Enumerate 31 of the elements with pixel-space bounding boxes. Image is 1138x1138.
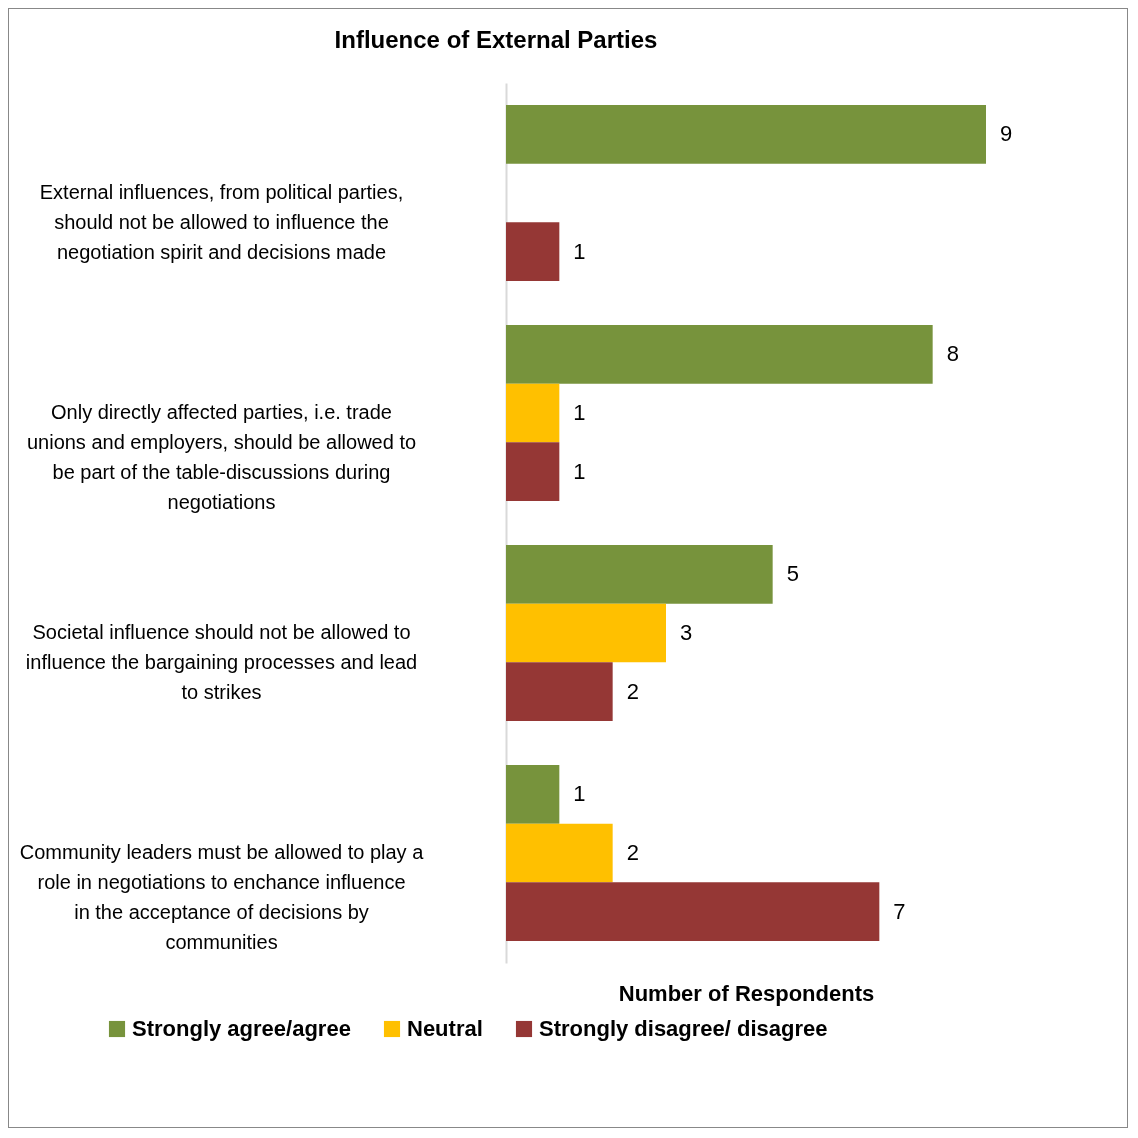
- bar: [506, 105, 986, 164]
- legend-label: Neutral: [407, 1016, 483, 1041]
- data-label: 1: [573, 458, 586, 484]
- bar: [506, 325, 933, 384]
- data-label: 2: [626, 678, 639, 704]
- y-tick-label: External influences, from political parties, should not be allowed to influence the negotiation spirit and decisions made: [39, 181, 404, 263]
- data-label: 9: [1000, 121, 1013, 147]
- bar: [506, 442, 560, 501]
- data-label: 1: [573, 238, 586, 264]
- y-tick-label: Societal influence should not be allowed to influence the bargaining processes and lead to strikes: [25, 621, 418, 703]
- bar: [506, 662, 613, 721]
- x-axis-title: Number of Respondents: [618, 980, 875, 1006]
- bar: [506, 545, 773, 604]
- legend-label: Strongly disagree/ disagree: [539, 1016, 828, 1041]
- data-label: 8: [946, 341, 959, 367]
- chart-title: Influence of External Parties: [334, 26, 658, 53]
- y-tick-label: Only directly affected parties, i.e. trade unions and employers, should be allowed to be part of the table-discussions during negotiations: [26, 401, 417, 513]
- data-label: 2: [626, 840, 639, 865]
- bar: [506, 823, 613, 883]
- data-label: 5: [786, 561, 799, 587]
- data-label: 3: [680, 620, 693, 645]
- data-label: 1: [573, 781, 586, 807]
- bar: [506, 882, 880, 941]
- data-label: 7: [893, 898, 906, 924]
- bar: [506, 383, 560, 443]
- bar: [506, 765, 560, 824]
- bar: [506, 603, 666, 663]
- y-tick-label: Community leaders must be allowed to play a role in negotiations to enchance influence in the acceptance of decisions by communities: [19, 841, 425, 953]
- data-label: 1: [573, 400, 586, 425]
- bar: [506, 222, 560, 281]
- legend-label: Strongly agree/agree: [132, 1016, 351, 1041]
